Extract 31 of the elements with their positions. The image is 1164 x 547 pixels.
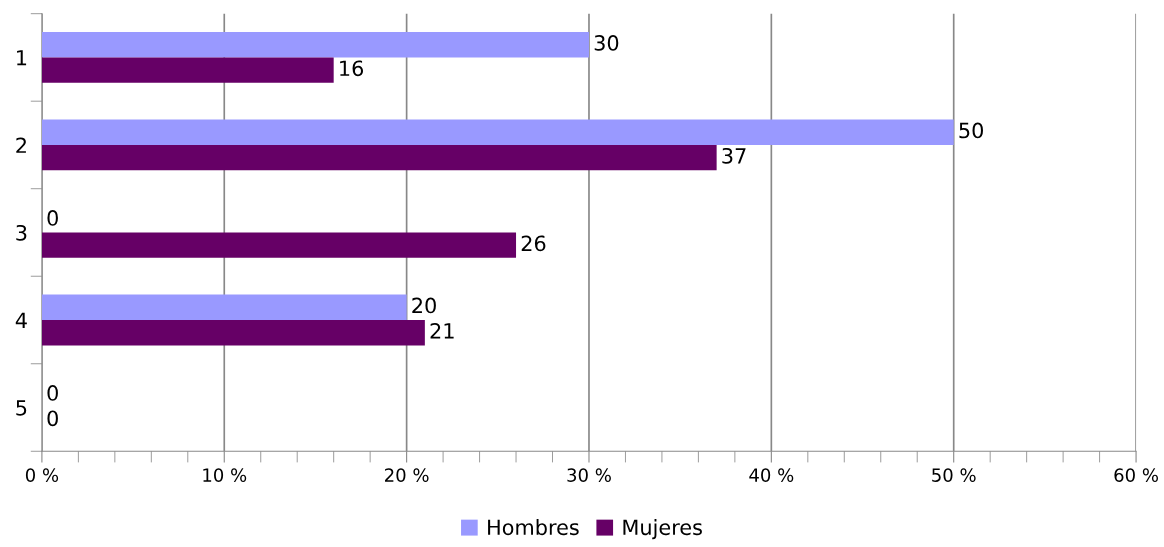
x-tick-label: 10 % bbox=[203, 468, 247, 482]
data-label: 21 bbox=[430, 322, 454, 339]
y-tick-label: 4 bbox=[15, 312, 27, 328]
data-label: 30 bbox=[594, 35, 619, 51]
data-label: 0 bbox=[47, 410, 58, 427]
bar bbox=[41, 144, 717, 171]
bar bbox=[41, 32, 589, 58]
bar bbox=[41, 119, 954, 145]
bar bbox=[41, 320, 425, 346]
data-label: 26 bbox=[521, 235, 546, 252]
x-tick-label: 0 % bbox=[25, 468, 59, 482]
y-tick-label: 1 bbox=[17, 50, 27, 66]
data-label: 0 bbox=[47, 210, 58, 226]
bar bbox=[41, 232, 517, 258]
data-label: 37 bbox=[722, 147, 746, 164]
x-tick-label: 40 % bbox=[749, 468, 794, 482]
bar bbox=[41, 294, 407, 320]
y-tick-label: 2 bbox=[16, 137, 26, 153]
data-label: 0 bbox=[47, 385, 58, 401]
x-tick-label: 30 % bbox=[567, 468, 611, 482]
data-label: 16 bbox=[340, 60, 364, 77]
legend-label: Hombres bbox=[488, 519, 579, 536]
x-tick-label: 50 % bbox=[932, 468, 976, 482]
y-tick-label: 5 bbox=[16, 400, 27, 416]
x-tick-label: 20 % bbox=[385, 468, 429, 482]
y-tick-label: 3 bbox=[16, 224, 27, 241]
x-tick-label: 60 % bbox=[1114, 468, 1158, 482]
bar bbox=[41, 57, 334, 83]
legend-label: Mujeres bbox=[623, 519, 702, 540]
data-label: 20 bbox=[412, 297, 436, 314]
data-label: 50 bbox=[959, 122, 983, 139]
